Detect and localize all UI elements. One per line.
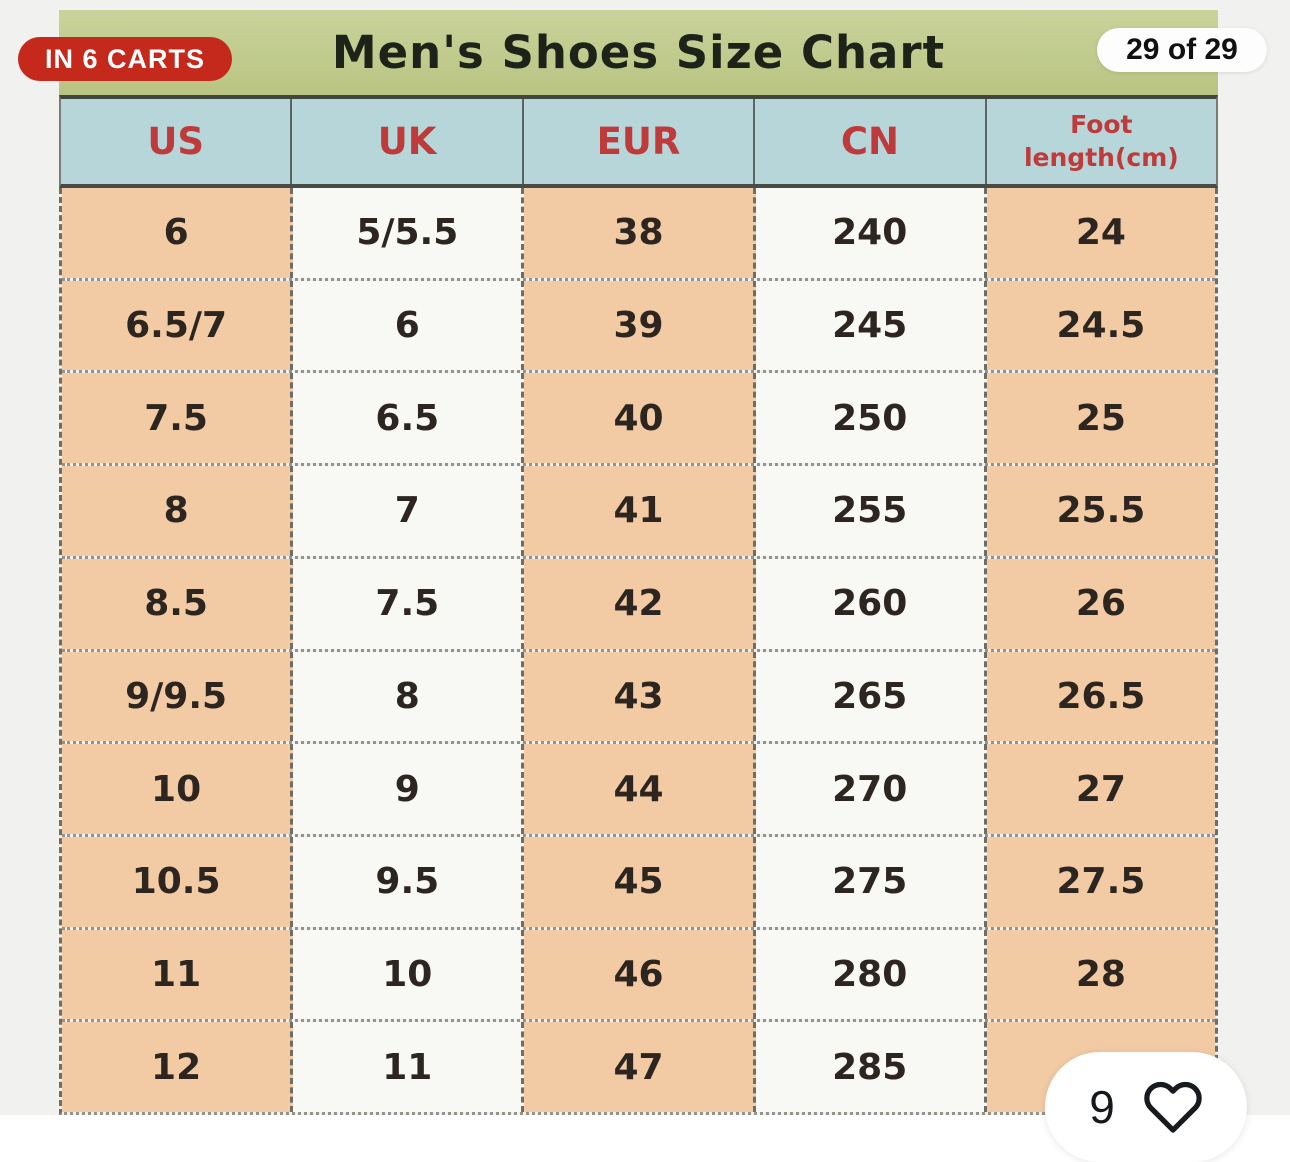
table-cell: 265 (755, 651, 987, 742)
table-cell: 44 (524, 744, 756, 834)
table-cell: 9 (293, 744, 525, 834)
table-cell: 27.5 (986, 836, 1216, 927)
column-header-4: Foot length(cm) (1023, 110, 1179, 172)
table-cell: 43 (524, 651, 756, 742)
table-cell: 28 (986, 929, 1216, 1020)
table-cell: 24.5 (986, 280, 1216, 371)
chart-title: Men's Shoes Size Chart (331, 26, 946, 79)
table-cell: 9.5 (293, 836, 525, 927)
table-cell: 40 (524, 373, 756, 464)
table-cell: 10 (62, 744, 294, 834)
table-cell: 240 (755, 188, 987, 278)
table-row: 12 11 47 285 (62, 1019, 1216, 1113)
table-cell: 47 (524, 1022, 756, 1113)
size-table: 6 5/5.5 38 240 24 6.5/7 6 39 245 24.5 7.5 6.5 40 250 2… (59, 188, 1218, 1115)
table-row: 10.5 9.5 45 275 27.5 (62, 833, 1216, 927)
column-header-1: UK (292, 99, 524, 184)
table-cell: 275 (755, 836, 987, 927)
table-cell: 10.5 (62, 836, 294, 927)
size-chart-image[interactable]: Men's Shoes Size Chart US UK EUR CN Foot leng… (59, 10, 1218, 1115)
table-cell: 26.5 (986, 651, 1216, 742)
heart-icon (1144, 1081, 1202, 1133)
table-row: 8 7 41 255 25.5 (62, 463, 1216, 556)
table-cell: 26 (986, 558, 1216, 649)
table-cell: 38 (524, 188, 756, 278)
image-counter-badge: 29 of 29 (1097, 28, 1267, 72)
table-header-row: US UK EUR CN Foot length(cm) (59, 95, 1218, 188)
table-cell: 24 (986, 188, 1216, 278)
table-cell: 260 (755, 558, 987, 649)
column-header-0: US (61, 99, 293, 184)
table-row: 6.5/7 6 39 245 24.5 (62, 277, 1216, 371)
table-cell: 25 (986, 373, 1216, 464)
table-cell: 8.5 (62, 558, 294, 649)
table-cell: 270 (755, 744, 987, 834)
table-cell: 6 (293, 280, 525, 371)
column-header-2: EUR (524, 99, 756, 184)
in-carts-badge: IN 6 CARTS (18, 37, 233, 81)
table-row: 6 5/5.5 38 240 24 (62, 188, 1216, 278)
table-cell: 7.5 (62, 373, 294, 464)
like-count: 9 (1089, 1081, 1115, 1133)
table-cell: 245 (755, 280, 987, 371)
table-cell: 5/5.5 (293, 188, 525, 278)
chart-title-bar: Men's Shoes Size Chart (59, 10, 1218, 95)
table-cell: 46 (524, 929, 756, 1020)
column-header-3: CN (755, 99, 987, 184)
table-row: 7.5 6.5 40 250 25 (62, 370, 1216, 464)
table-row: 9/9.5 8 43 265 26.5 (62, 648, 1216, 742)
table-cell: 7.5 (293, 558, 525, 649)
table-cell: 25.5 (986, 466, 1216, 556)
table-cell: 7 (293, 466, 525, 556)
table-cell: 45 (524, 836, 756, 927)
table-cell: 8 (293, 651, 525, 742)
table-cell: 6 (62, 188, 294, 278)
image-gallery-background: Men's Shoes Size Chart US UK EUR CN Foot leng… (0, 0, 1290, 1115)
like-button[interactable]: 9 (1045, 1052, 1247, 1162)
table-cell: 8 (62, 466, 294, 556)
table-cell: 280 (755, 929, 987, 1020)
table-cell: 12 (62, 1022, 294, 1113)
table-cell: 42 (524, 558, 756, 649)
table-cell: 285 (755, 1022, 987, 1113)
table-cell: 6.5/7 (62, 280, 294, 371)
table-cell: 11 (293, 1022, 525, 1113)
table-cell: 6.5 (293, 373, 525, 464)
table-cell: 11 (62, 929, 294, 1020)
table-row: 11 10 46 280 28 (62, 926, 1216, 1020)
table-cell: 10 (293, 929, 525, 1020)
table-row: 8.5 7.5 42 260 26 (62, 555, 1216, 649)
table-cell: 250 (755, 373, 987, 464)
table-row: 10 9 44 270 27 (62, 741, 1216, 834)
table-cell: 255 (755, 466, 987, 556)
table-cell: 27 (986, 744, 1216, 834)
table-cell: 41 (524, 466, 756, 556)
table-cell: 9/9.5 (62, 651, 294, 742)
table-cell: 39 (524, 280, 756, 371)
